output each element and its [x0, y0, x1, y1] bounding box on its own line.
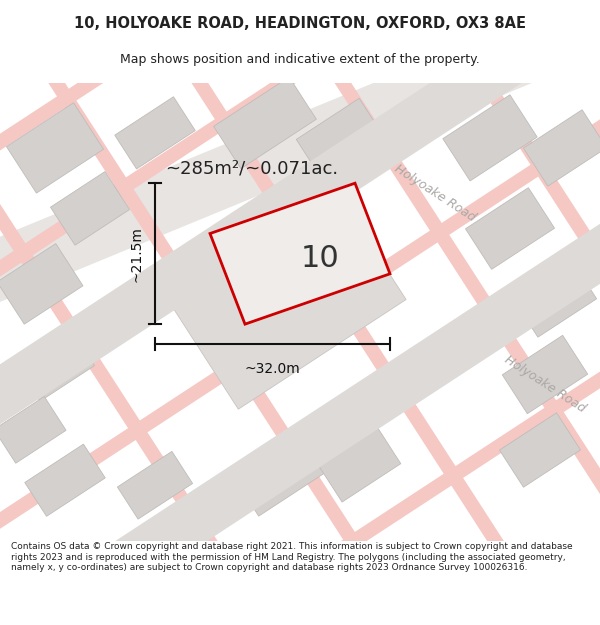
Polygon shape [0, 0, 600, 424]
Text: Map shows position and indicative extent of the property.: Map shows position and indicative extent… [120, 53, 480, 66]
Polygon shape [154, 169, 406, 409]
Polygon shape [256, 0, 600, 584]
Text: ~21.5m: ~21.5m [129, 226, 143, 282]
Polygon shape [500, 412, 580, 488]
Polygon shape [0, 244, 83, 324]
Polygon shape [466, 188, 554, 269]
Polygon shape [357, 0, 600, 519]
Polygon shape [156, 0, 600, 625]
Polygon shape [443, 95, 537, 181]
Polygon shape [0, 129, 600, 625]
Polygon shape [210, 183, 390, 324]
Polygon shape [0, 0, 511, 625]
Polygon shape [0, 0, 600, 338]
Polygon shape [0, 40, 600, 601]
Polygon shape [214, 77, 316, 169]
Text: Holyoake Road: Holyoake Road [392, 162, 478, 224]
Polygon shape [0, 0, 557, 335]
Text: 10, HOLYOAKE ROAD, HEADINGTON, OXFORD, OX3 8AE: 10, HOLYOAKE ROAD, HEADINGTON, OXFORD, O… [74, 16, 526, 31]
Polygon shape [7, 102, 104, 193]
Polygon shape [55, 0, 600, 625]
Text: ~32.0m: ~32.0m [245, 362, 301, 376]
Polygon shape [296, 98, 384, 178]
Polygon shape [0, 0, 410, 625]
Polygon shape [514, 261, 596, 337]
Text: 10: 10 [301, 244, 340, 273]
Polygon shape [523, 110, 600, 186]
Polygon shape [0, 59, 600, 625]
Polygon shape [0, 396, 66, 463]
Polygon shape [118, 451, 193, 519]
Polygon shape [319, 428, 401, 502]
Polygon shape [502, 336, 588, 414]
Polygon shape [0, 0, 600, 512]
Text: Contains OS data © Crown copyright and database right 2021. This information is : Contains OS data © Crown copyright and d… [11, 542, 572, 572]
Polygon shape [234, 434, 326, 516]
Text: ~285m²/~0.071ac.: ~285m²/~0.071ac. [165, 159, 338, 177]
Text: Holyoake Road: Holyoake Road [502, 354, 588, 416]
Polygon shape [25, 444, 105, 516]
Polygon shape [0, 0, 500, 246]
Polygon shape [0, 0, 600, 582]
Polygon shape [16, 328, 95, 401]
Polygon shape [50, 171, 130, 245]
Polygon shape [115, 97, 195, 169]
Polygon shape [0, 217, 600, 625]
